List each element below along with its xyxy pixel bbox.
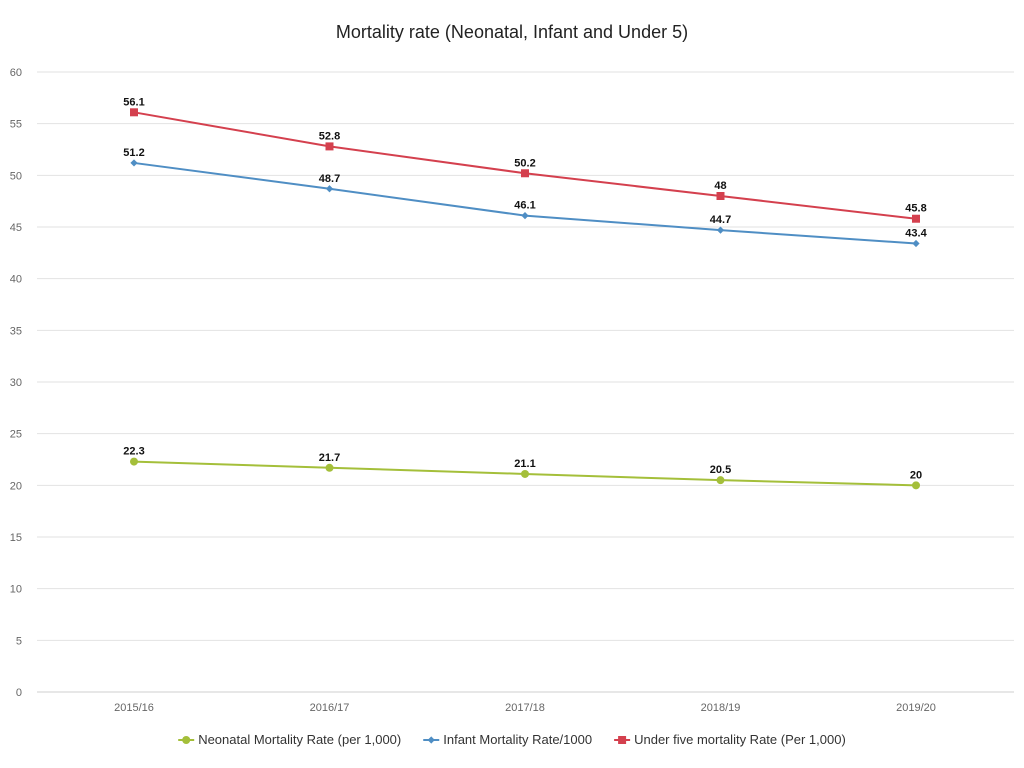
- legend-label: Under five mortality Rate (Per 1,000): [634, 732, 846, 747]
- data-label-infant-mortality-rate-1000: 44.7: [710, 214, 731, 226]
- data-point-under-five-mortality-rate-per-1-000: [521, 169, 529, 178]
- legend-label: Infant Mortality Rate/1000: [443, 732, 592, 747]
- data-label-neonatal-mortality-rate-per-1-000: 20: [910, 469, 922, 481]
- legend-item-neonatal-mortality-rate-per-1-000[interactable]: Neonatal Mortality Rate (per 1,000): [178, 732, 401, 747]
- legend-marker: [427, 736, 435, 744]
- data-point-infant-mortality-rate-1000: [521, 212, 529, 220]
- data-point-infant-mortality-rate-1000: [130, 159, 138, 167]
- y-tick-label: 25: [10, 429, 22, 441]
- data-label-infant-mortality-rate-1000: 48.7: [319, 173, 340, 185]
- data-label-infant-mortality-rate-1000: 51.2: [123, 147, 144, 159]
- data-point-neonatal-mortality-rate-per-1-000: [325, 463, 334, 472]
- data-point-neonatal-mortality-rate-per-1-000: [521, 469, 529, 478]
- data-point-under-five-mortality-rate-per-1-000: [912, 214, 920, 223]
- y-tick-label: 40: [10, 274, 22, 286]
- series-neonatal-mortality-rate-per-1-000: [130, 457, 920, 490]
- chart-title: Mortality rate (Neonatal, Infant and Und…: [336, 22, 688, 42]
- legend-item-infant-mortality-rate-1000[interactable]: Infant Mortality Rate/1000: [423, 732, 592, 747]
- x-tick-label: 2019/20: [896, 702, 936, 714]
- data-label-neonatal-mortality-rate-per-1-000: 22.3: [123, 446, 144, 458]
- data-label-neonatal-mortality-rate-per-1-000: 20.5: [710, 464, 731, 476]
- data-label-under-five-mortality-rate-per-1-000: 50.2: [514, 157, 535, 169]
- data-label-infant-mortality-rate-1000: 43.4: [905, 228, 927, 240]
- data-point-under-five-mortality-rate-per-1-000: [716, 192, 725, 200]
- data-label-infant-mortality-rate-1000: 46.1: [514, 200, 535, 212]
- data-label-under-five-mortality-rate-per-1-000: 45.8: [905, 203, 926, 215]
- data-point-neonatal-mortality-rate-per-1-000: [912, 481, 920, 490]
- x-tick-label: 2018/19: [701, 702, 741, 714]
- y-tick-label: 15: [10, 532, 22, 544]
- y-tick-label: 50: [10, 170, 22, 182]
- data-point-neonatal-mortality-rate-per-1-000: [716, 476, 725, 485]
- y-tick-label: 10: [10, 584, 22, 596]
- data-point-infant-mortality-rate-1000: [716, 226, 725, 234]
- y-tick-label: 5: [16, 635, 22, 647]
- data-label-neonatal-mortality-rate-per-1-000: 21.1: [514, 458, 535, 470]
- legend: Neonatal Mortality Rate (per 1,000) Infan…: [178, 732, 846, 747]
- series-layer: [130, 108, 920, 490]
- y-tick-label: 20: [10, 480, 22, 492]
- data-point-under-five-mortality-rate-per-1-000: [130, 108, 138, 117]
- x-tick-label: 2015/16: [114, 702, 154, 714]
- data-point-under-five-mortality-rate-per-1-000: [325, 142, 334, 151]
- data-label-under-five-mortality-rate-per-1-000: 52.8: [319, 130, 340, 142]
- data-labels: 22.3 21.7 21.1 20.5 20 51.2 48.7 46.1 44.7 43.4 56…: [123, 96, 927, 481]
- series-under-five-mortality-rate-per-1-000: [130, 108, 920, 223]
- y-tick-label: 55: [10, 119, 22, 131]
- data-label-under-five-mortality-rate-per-1-000: 56.1: [123, 96, 144, 108]
- legend-item-under-five-mortality-rate-per-1-000[interactable]: Under five mortality Rate (Per 1,000): [614, 732, 846, 747]
- data-label-under-five-mortality-rate-per-1-000: 48: [714, 180, 726, 192]
- y-tick-label: 30: [10, 377, 22, 389]
- legend-marker: [182, 736, 191, 744]
- x-tick-label: 2017/18: [505, 702, 545, 714]
- data-point-infant-mortality-rate-1000: [912, 239, 920, 248]
- x-tick-label: 2016/17: [310, 702, 350, 714]
- data-label-neonatal-mortality-rate-per-1-000: 21.7: [319, 452, 340, 464]
- legend-marker: [618, 736, 627, 744]
- series-infant-mortality-rate-1000: [130, 159, 920, 248]
- y-tick-label: 45: [10, 222, 22, 234]
- x-axis: 2015/16 2016/17 2017/18 2018/19 2019/20: [114, 702, 936, 714]
- data-point-infant-mortality-rate-1000: [325, 185, 334, 193]
- legend-label: Neonatal Mortality Rate (per 1,000): [198, 732, 401, 747]
- y-axis: 0 5 10 15 20 25 30 35 40 45 50 55 60: [10, 67, 22, 699]
- data-point-neonatal-mortality-rate-per-1-000: [130, 457, 138, 466]
- y-tick-label: 35: [10, 325, 22, 337]
- y-tick-label: 60: [10, 67, 22, 79]
- y-tick-label: 0: [16, 687, 22, 699]
